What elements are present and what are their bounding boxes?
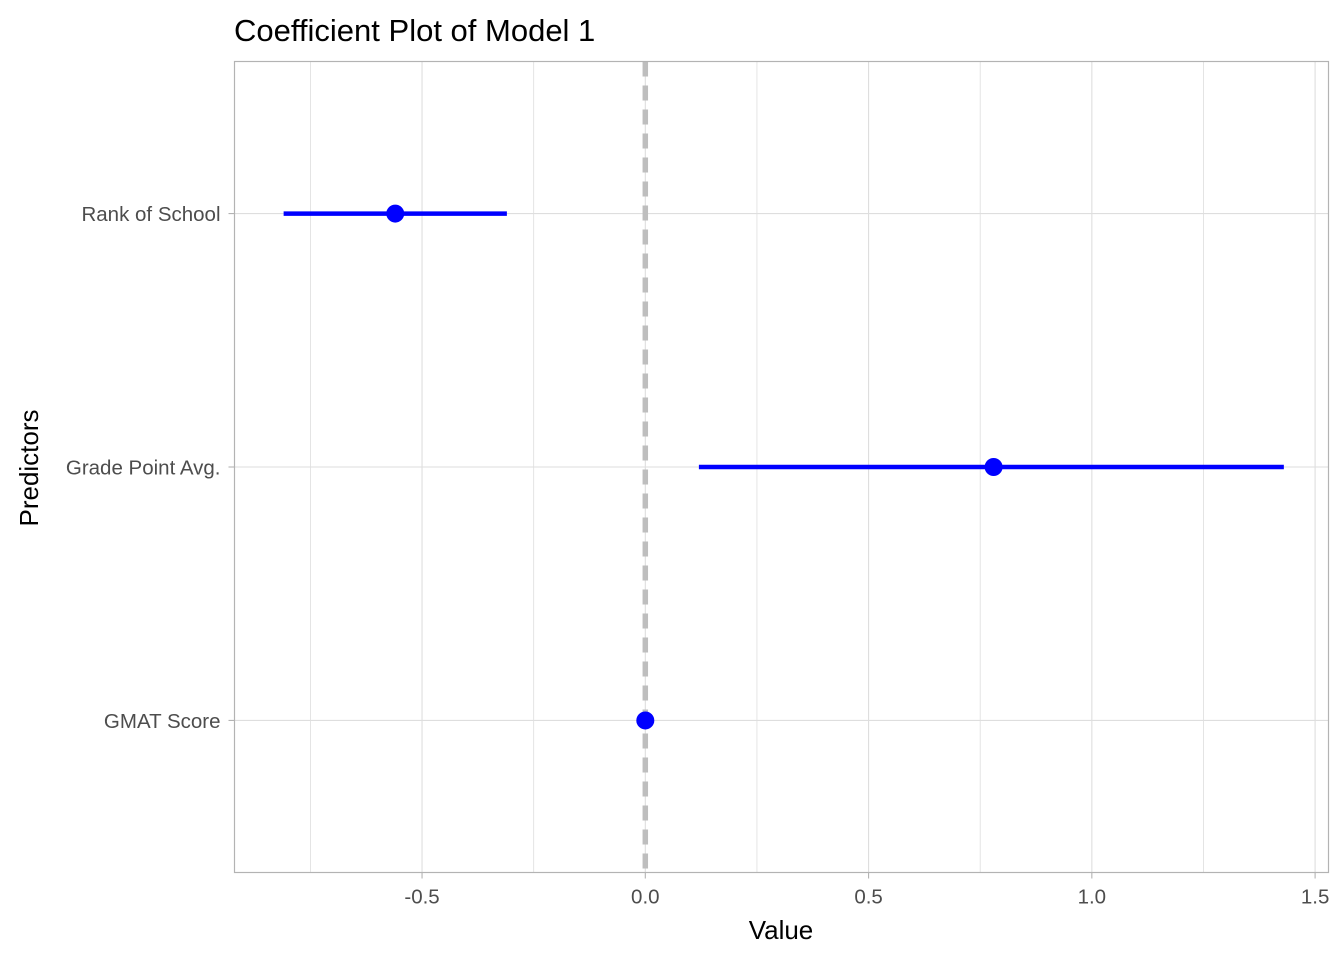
chart-title: Coefficient Plot of Model 1 bbox=[234, 13, 595, 48]
coefficient-point bbox=[386, 204, 405, 223]
x-tick-label: 1.5 bbox=[1301, 886, 1330, 909]
x-tick-label: 1.0 bbox=[1078, 886, 1107, 909]
y-tick-label: GMAT Score bbox=[104, 710, 221, 733]
y-tick-labels: Rank of School Grade Point Avg. GMAT Score bbox=[66, 203, 235, 733]
x-tick-label: 0.0 bbox=[631, 886, 660, 909]
x-tick-labels: -0.5 0.0 0.5 1.0 1.5 bbox=[404, 872, 1330, 909]
x-axis-title: Value bbox=[749, 915, 814, 945]
coefficient-marks bbox=[283, 204, 1284, 730]
y-tick-label: Grade Point Avg. bbox=[66, 457, 221, 480]
x-tick-label: -0.5 bbox=[404, 886, 439, 909]
x-tick-label: 0.5 bbox=[854, 886, 883, 909]
coefficient-point bbox=[636, 711, 655, 730]
coefficient-point bbox=[984, 458, 1003, 476]
y-tick-label: Rank of School bbox=[81, 203, 220, 226]
y-axis-title: Predictors bbox=[14, 409, 44, 526]
